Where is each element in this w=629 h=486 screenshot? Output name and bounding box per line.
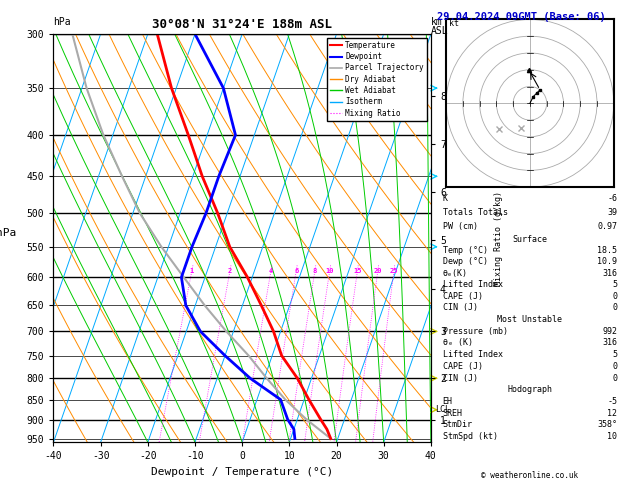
- Text: Hodograph: Hodograph: [508, 385, 552, 394]
- Text: Temp (°C): Temp (°C): [443, 246, 487, 255]
- Text: CAPE (J): CAPE (J): [443, 362, 482, 371]
- Text: Pressure (mb): Pressure (mb): [443, 327, 508, 336]
- Text: 0.97: 0.97: [597, 222, 617, 231]
- Text: -5: -5: [607, 397, 617, 406]
- Text: CAPE (J): CAPE (J): [443, 292, 482, 301]
- Text: 29.04.2024 09GMT (Base: 06): 29.04.2024 09GMT (Base: 06): [437, 12, 606, 22]
- Text: PW (cm): PW (cm): [443, 222, 477, 231]
- Text: Surface: Surface: [513, 235, 547, 243]
- Text: 18.5: 18.5: [597, 246, 617, 255]
- Text: θₑ (K): θₑ (K): [443, 338, 473, 347]
- Text: 25: 25: [389, 268, 398, 275]
- Text: 10.9: 10.9: [597, 258, 617, 266]
- X-axis label: Dewpoint / Temperature (°C): Dewpoint / Temperature (°C): [151, 467, 333, 477]
- Text: CIN (J): CIN (J): [443, 303, 477, 312]
- Title: 30°08'N 31°24'E 188m ASL: 30°08'N 31°24'E 188m ASL: [152, 18, 332, 32]
- Legend: Temperature, Dewpoint, Parcel Trajectory, Dry Adiabat, Wet Adiabat, Isotherm, Mi: Temperature, Dewpoint, Parcel Trajectory…: [327, 38, 427, 121]
- Text: θₑ(K): θₑ(K): [443, 269, 468, 278]
- Text: © weatheronline.co.uk: © weatheronline.co.uk: [481, 471, 579, 480]
- Text: 5: 5: [612, 350, 617, 359]
- Text: 5: 5: [612, 280, 617, 289]
- Text: hPa: hPa: [53, 17, 71, 27]
- Text: 358°: 358°: [597, 420, 617, 429]
- Text: 10: 10: [607, 432, 617, 441]
- Text: CIN (J): CIN (J): [443, 374, 477, 382]
- Text: 0: 0: [612, 292, 617, 301]
- Text: km: km: [431, 17, 443, 27]
- Text: 992: 992: [602, 327, 617, 336]
- Text: 1: 1: [189, 268, 194, 275]
- Text: 0: 0: [612, 374, 617, 382]
- Text: kt: kt: [450, 19, 459, 28]
- Text: 15: 15: [353, 268, 362, 275]
- Y-axis label: Mixing Ratio (g/kg): Mixing Ratio (g/kg): [494, 191, 503, 286]
- Text: Dewp (°C): Dewp (°C): [443, 258, 487, 266]
- Text: K: K: [443, 194, 448, 203]
- Text: 8: 8: [313, 268, 317, 275]
- Text: StmDir: StmDir: [443, 420, 473, 429]
- Text: 0: 0: [612, 362, 617, 371]
- Text: ASL: ASL: [431, 26, 448, 36]
- Text: EH: EH: [443, 397, 453, 406]
- Text: Totals Totals: Totals Totals: [443, 208, 508, 217]
- Text: LCL: LCL: [435, 405, 450, 414]
- Text: 316: 316: [602, 338, 617, 347]
- Text: -6: -6: [607, 194, 617, 203]
- Text: 39: 39: [607, 208, 617, 217]
- Text: Lifted Index: Lifted Index: [443, 350, 503, 359]
- Text: 316: 316: [602, 269, 617, 278]
- Text: StmSpd (kt): StmSpd (kt): [443, 432, 498, 441]
- Y-axis label: hPa: hPa: [0, 228, 16, 238]
- Text: Lifted Index: Lifted Index: [443, 280, 503, 289]
- Text: 2: 2: [228, 268, 232, 275]
- Text: 0: 0: [612, 303, 617, 312]
- Text: 4: 4: [269, 268, 273, 275]
- Text: 10: 10: [325, 268, 334, 275]
- Text: SREH: SREH: [443, 409, 463, 417]
- Text: 6: 6: [294, 268, 298, 275]
- Text: 12: 12: [607, 409, 617, 417]
- Text: 20: 20: [374, 268, 382, 275]
- Text: Most Unstable: Most Unstable: [498, 315, 562, 324]
